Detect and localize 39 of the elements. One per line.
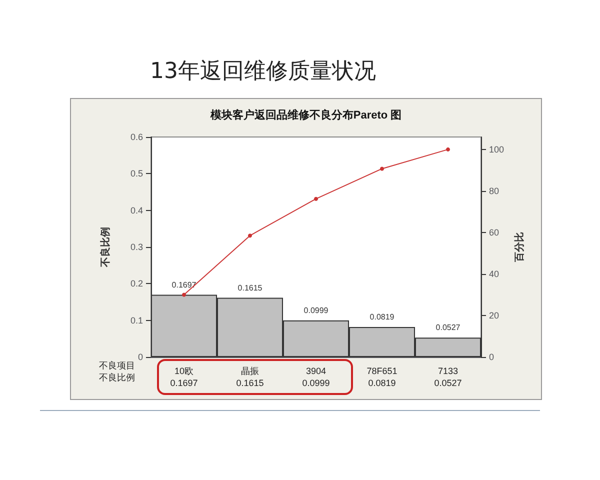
y-tick-label: 0.1 bbox=[130, 315, 143, 326]
y2-tick-label: 60 bbox=[489, 227, 500, 238]
point bbox=[314, 196, 318, 201]
y-axis-title: 不良比例 bbox=[100, 227, 112, 268]
y-tick-label: 0.4 bbox=[130, 205, 143, 216]
data-label: 0.1697 bbox=[170, 378, 198, 388]
data-label: 0.0819 bbox=[368, 378, 396, 388]
point bbox=[380, 166, 384, 171]
y2-tick-label: 40 bbox=[489, 268, 500, 279]
y2-tick-label: 20 bbox=[489, 310, 500, 320]
point bbox=[248, 234, 252, 238]
y2-tick-label: 0 bbox=[489, 352, 494, 362]
y-tick-label: 0.3 bbox=[130, 242, 143, 252]
y2-axis-title: 百分比 bbox=[514, 232, 526, 263]
data-label: 0.0999 bbox=[302, 378, 330, 388]
text: 不良项目 bbox=[99, 360, 135, 370]
y-tick-label: 0.6 bbox=[130, 132, 143, 142]
y-tick-label: 0.2 bbox=[130, 278, 143, 289]
data-label: 0.0527 bbox=[434, 378, 462, 388]
x-tick-label: 10欧 bbox=[174, 366, 194, 376]
point bbox=[446, 147, 450, 152]
y2-tick-label: 100 bbox=[489, 144, 504, 154]
x-tick-label: 晶振 bbox=[241, 366, 259, 376]
x-tick-label: 3904 bbox=[306, 366, 326, 376]
y-tick-label: 0.5 bbox=[130, 168, 143, 179]
chart-title: 13年返回维修质量状况 bbox=[150, 58, 376, 86]
y2-tick-label: 80 bbox=[489, 186, 500, 196]
x-tick-label: 7133 bbox=[438, 366, 458, 376]
text: 不良比例 bbox=[99, 372, 135, 382]
point bbox=[182, 292, 186, 297]
text: 0.0527 bbox=[436, 323, 460, 332]
text: 0.1697 bbox=[172, 280, 196, 290]
data-label: 0.1615 bbox=[236, 378, 264, 388]
chart-subtitle: 模块客户返回品维修不良分布Pareto 图 bbox=[209, 108, 402, 122]
x-tick-label: 78F651 bbox=[366, 366, 398, 376]
text: 0.0999 bbox=[304, 306, 328, 315]
text: 0.0819 bbox=[370, 312, 394, 322]
text: 0.1615 bbox=[238, 283, 262, 292]
y-tick-label: 0 bbox=[138, 352, 143, 362]
